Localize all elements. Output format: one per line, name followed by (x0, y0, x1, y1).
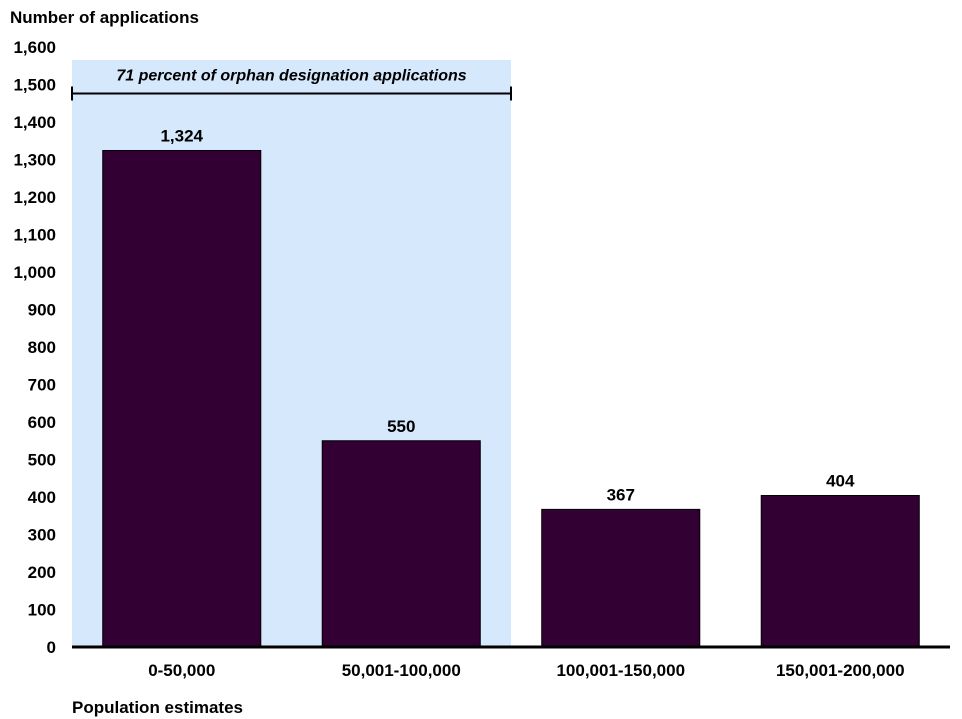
x-tick-label: 0-50,000 (148, 661, 215, 680)
bar-0-50,000 (102, 150, 262, 648)
y-tick-label: 300 (28, 526, 56, 545)
y-tick-label: 600 (28, 413, 56, 432)
value-label: 404 (826, 472, 855, 491)
x-tick-label: 50,001-100,000 (342, 661, 461, 680)
y-tick-label: 400 (28, 488, 56, 507)
x-tick-label: 100,001-150,000 (556, 661, 685, 680)
value-label: 367 (607, 485, 635, 504)
y-tick-label: 0 (47, 638, 56, 657)
y-tick-label: 800 (28, 338, 56, 357)
bar-50,001-100,000 (321, 440, 481, 648)
y-tick-label: 1,600 (13, 38, 56, 57)
y-tick-label: 1,100 (13, 226, 56, 245)
y-tick-label: 500 (28, 451, 56, 470)
y-tick-label: 1,400 (13, 113, 56, 132)
value-label: 550 (387, 417, 415, 436)
x-tick-label: 150,001-200,000 (776, 661, 905, 680)
value-label: 1,324 (160, 127, 203, 146)
highlight-annotation: 71 percent of orphan designation applica… (116, 68, 466, 85)
y-tick-label: 1,500 (13, 76, 56, 95)
y-tick-label: 100 (28, 601, 56, 620)
y-tick-label: 1,000 (13, 263, 56, 282)
y-axis-title: Number of applications (10, 8, 199, 27)
y-tick-label: 700 (28, 376, 56, 395)
bar-150,001-200,000 (760, 495, 920, 648)
x-axis-title: Population estimates (72, 698, 243, 717)
y-tick-label: 200 (28, 563, 56, 582)
bar-100,001-150,000 (541, 508, 701, 648)
y-tick-label: 1,300 (13, 151, 56, 170)
y-tick-label: 900 (28, 301, 56, 320)
y-tick-label: 1,200 (13, 188, 56, 207)
